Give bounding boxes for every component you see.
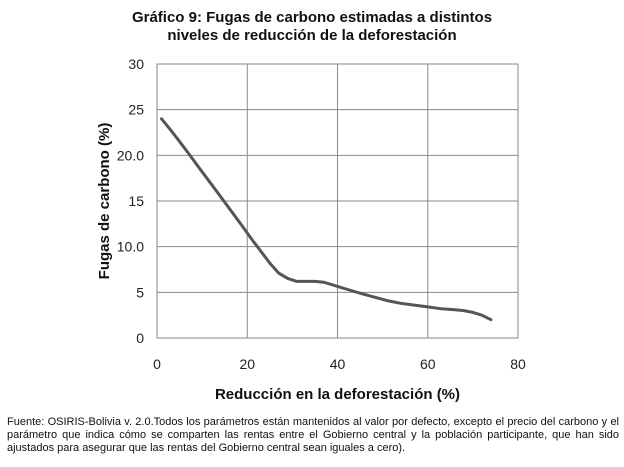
x-tick-label: 0 bbox=[153, 356, 161, 372]
series-layer bbox=[160, 117, 493, 322]
chart-title-line-1: Gráfico 9: Fugas de carbono estimadas a … bbox=[131, 9, 493, 26]
y-tick-label: 20.0 bbox=[117, 147, 144, 163]
y-tick-label: 30 bbox=[128, 56, 144, 72]
grid bbox=[156, 63, 519, 339]
y-tick-label: 25 bbox=[128, 102, 144, 118]
chart-title-line-2: niveles de reducción de la deforestación bbox=[167, 27, 457, 44]
y-axis-ticks: 0 5 10.0 15 20.0 25 30 bbox=[117, 56, 144, 346]
y-tick-label: 0 bbox=[136, 330, 144, 346]
plot-area-frame bbox=[156, 63, 519, 339]
y-tick-label: 15 bbox=[128, 193, 144, 209]
x-axis-label: Reducción en la deforestación (%) bbox=[215, 386, 460, 403]
line-chart: 0 20 40 60 80 0 5 10.0 15 20.0 25 30 Reducción en … bbox=[96, 56, 526, 403]
source-note: Fuente: OSIRIS-Bolivia v. 2.0.Todos los … bbox=[7, 416, 619, 454]
x-tick-label: 60 bbox=[420, 356, 436, 372]
y-tick-label: 10.0 bbox=[117, 239, 144, 255]
y-tick-label: 5 bbox=[136, 284, 144, 300]
x-tick-label: 80 bbox=[510, 356, 526, 372]
x-tick-label: 40 bbox=[330, 356, 346, 372]
chart-title: Gráfico 9: Fugas de carbono estimadas a … bbox=[0, 9, 624, 45]
x-axis-ticks: 0 20 40 60 80 bbox=[153, 356, 526, 372]
x-tick-label: 20 bbox=[239, 356, 255, 372]
series-line bbox=[160, 117, 493, 322]
y-axis-label: Fugas de carbono (%) bbox=[96, 123, 113, 280]
